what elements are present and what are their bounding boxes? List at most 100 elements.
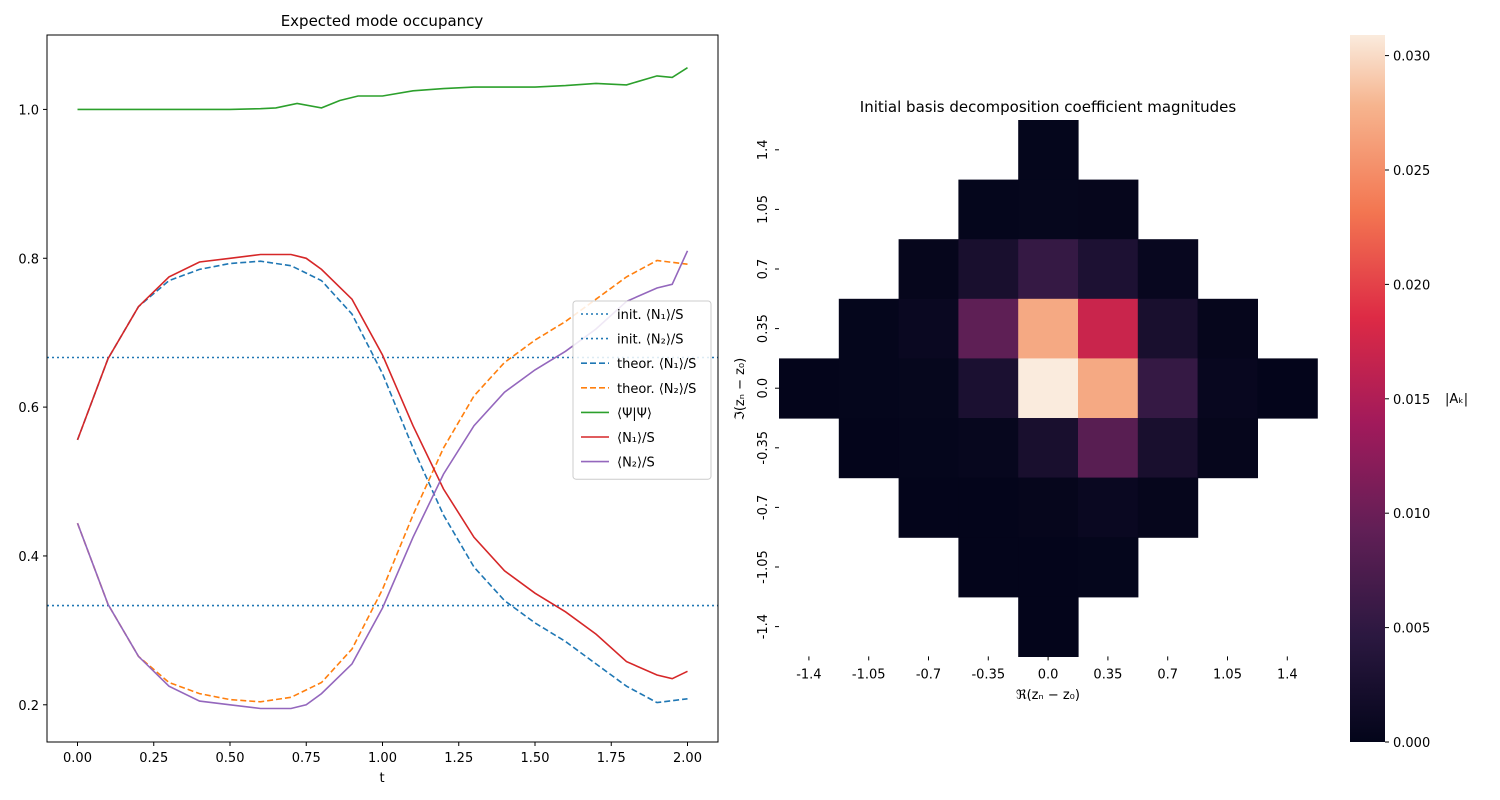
heatmap-chart: Initial basis decomposition coefficient … [733,35,1468,751]
line-chart: Expected mode occupancy 0.00 0.25 0.50 0.75… [18,12,719,786]
legend-entry: init. ⟨N₁⟩/S [617,308,684,323]
heatmap-cell [958,537,1019,598]
colorbar-tick-label: 0.010 [1393,507,1430,522]
colorbar-tick-label: 0.000 [1393,736,1430,751]
series-line-4 [77,67,688,111]
heatmap-x-tick-label: 0.0 [1038,667,1059,682]
line-chart-y-ticks: 0.2 0.4 0.6 0.8 1.0 [18,103,47,714]
x-tick-label: 0.00 [63,751,92,766]
heatmap-cell [958,179,1019,240]
colorbar-gradient [1350,35,1385,742]
heatmap-y-tick-label: 0.0 [756,378,771,399]
line-chart-legend: init. ⟨N₁⟩/S init. ⟨N₂⟩/S theor. ⟨N₁⟩/S the… [572,300,712,480]
heatmap-x-ticks: -1.4 -1.05 -0.7 -0.35 0.0 0.35 0.7 1.05 1.4 [796,656,1298,682]
heatmap-y-tick-label: 0.7 [756,259,771,280]
heatmap-cell [1197,358,1258,419]
heatmap-cell [1137,358,1199,419]
heatmap-cell [838,298,900,359]
heatmap-x-tick-label: -1.4 [796,667,821,682]
heatmap-cell [1078,179,1139,240]
x-tick-label: 1.00 [368,751,397,766]
heatmap-cell [1078,298,1139,359]
heatmap-cell [838,418,900,479]
heatmap-x-label: ℜ(zₙ − z₀) [1016,688,1080,703]
y-tick-label: 0.2 [18,699,39,714]
colorbar-tick-label: 0.020 [1393,278,1430,293]
x-tick-label: 1.25 [444,751,473,766]
line-chart-x-label: t [379,771,384,786]
heatmap-x-tick-label: 1.05 [1213,667,1242,682]
legend-entry: ⟨N₁⟩/S [617,431,655,446]
heatmap-cell [898,418,959,479]
heatmap-cell [898,298,959,359]
x-tick-label: 1.50 [521,751,550,766]
heatmap-cell [1197,298,1258,359]
colorbar-ticks: 0.000 0.005 0.010 0.015 0.020 0.025 0.030 [1385,50,1430,751]
heatmap-cell [1018,358,1079,419]
line-chart-title: Expected mode occupancy [281,12,484,30]
heatmap-cell [1018,596,1079,657]
heatmap-cell [958,418,1019,479]
heatmap-cell [1197,418,1258,479]
heatmap-cell [958,239,1019,300]
heatmap-x-tick-label: 0.7 [1157,667,1178,682]
heatmap-cell [1018,477,1079,538]
heatmap-cell [1137,239,1199,300]
heatmap-y-tick-label: -1.05 [756,550,771,584]
colorbar-tick-label: 0.015 [1393,393,1430,408]
heatmap-cell [1137,298,1199,359]
series-line-2 [76,260,688,704]
heatmap-cell [1018,418,1079,479]
y-tick-label: 0.6 [18,401,39,416]
heatmap-cell [1257,358,1318,419]
heatmap-cell [1078,418,1139,479]
colorbar-tick-label: 0.025 [1393,164,1430,179]
colorbar-tick-label: 0.005 [1393,622,1430,637]
y-tick-label: 0.4 [18,550,39,565]
heatmap-cell [958,358,1019,419]
heatmap-title: Initial basis decomposition coefficient … [860,98,1237,116]
heatmap-y-tick-label: 1.4 [756,139,771,160]
legend-entry: init. ⟨N₂⟩/S [617,333,684,348]
heatmap-x-tick-label: -0.35 [971,667,1005,682]
heatmap-cell [1078,537,1139,598]
heatmap-x-tick-label: -1.05 [852,667,886,682]
series-line-5 [76,253,688,680]
heatmap-cell [958,298,1019,359]
heatmap-x-tick-label: 1.4 [1277,667,1298,682]
y-tick-label: 1.0 [18,103,39,118]
heatmap-cell [779,358,840,419]
x-tick-label: 0.75 [292,751,321,766]
heatmap-cell [898,358,959,419]
heatmap-cell [1018,298,1079,359]
heatmap-cell [1078,358,1139,419]
heatmap-y-tick-label: 1.05 [756,195,771,224]
line-chart-x-ticks: 0.00 0.25 0.50 0.75 1.00 1.25 1.50 1.75 2.00 [63,742,702,766]
heatmap-cell [1078,477,1139,538]
colorbar: 0.000 0.005 0.010 0.015 0.020 0.025 0.030 |Aₖ| [1350,35,1468,751]
heatmap-cell [898,239,959,300]
heatmap-cell [1078,239,1139,300]
colorbar-label: |Aₖ| [1445,392,1468,407]
heatmap-cell [1137,477,1199,538]
heatmap-cell [958,477,1019,538]
heatmap-cell [898,477,959,538]
heatmap-cell [1018,179,1079,240]
heatmap-y-tick-label: -0.7 [756,495,771,520]
x-tick-label: 2.00 [673,751,702,766]
heatmap-x-tick-label: -0.7 [916,667,941,682]
x-tick-label: 1.75 [597,751,626,766]
legend-entry: theor. ⟨N₂⟩/S [617,382,696,397]
y-tick-label: 0.8 [18,252,39,267]
heatmap-cell [1018,120,1079,181]
legend-entry: theor. ⟨N₁⟩/S [617,357,696,372]
x-tick-label: 0.50 [216,751,245,766]
heatmap-y-tick-label: 0.35 [756,314,771,343]
heatmap-cell [838,358,900,419]
colorbar-tick-label: 0.030 [1393,50,1430,65]
heatmap-cells [779,120,1318,657]
heatmap-y-tick-label: -1.4 [756,614,771,639]
legend-box [572,300,712,480]
heatmap-cell [1018,239,1079,300]
heatmap-y-label: ℑ(zₙ − z₀) [733,358,748,420]
